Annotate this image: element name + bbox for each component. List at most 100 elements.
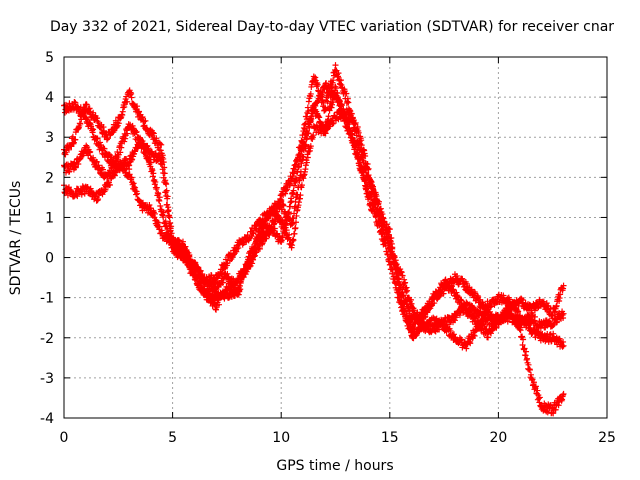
data-point [475,318,482,325]
data-point [290,237,297,244]
data-point [264,228,271,235]
data-point [399,272,406,279]
data-point [292,224,299,231]
data-point [83,101,90,108]
data-point [156,194,163,201]
data-point [330,77,337,84]
data-point [294,168,301,175]
data-point [485,334,492,341]
data-point [332,85,339,92]
data-point [94,158,101,165]
data-point [351,121,358,128]
data-point [554,318,561,325]
data-point [262,220,269,227]
y-tick-label: -1 [40,291,54,307]
data-point [343,90,350,97]
series-track-4 [61,83,567,341]
data-point [383,221,390,228]
data-point [72,136,79,143]
data-point [153,135,160,142]
data-point [99,166,106,173]
data-point [536,394,543,401]
plot-frame [63,56,608,419]
data-point [471,332,478,339]
x-tick-label: 0 [60,430,69,446]
data-point [467,307,474,314]
x-tick-label: 25 [598,430,616,446]
data-point [228,275,235,282]
data-point [149,167,156,174]
data-point [530,379,537,386]
data-point [156,223,163,230]
data-point [560,342,567,349]
data-point [106,181,113,188]
data-point [314,81,321,88]
data-point [183,252,190,259]
data-point [104,135,111,142]
data-point [134,190,141,197]
data-point [301,141,308,148]
data-point [160,209,167,216]
series-layer [61,62,567,417]
data-point [139,140,146,147]
data-point [90,109,97,116]
data-point [307,90,314,97]
data-point [493,324,500,331]
data-point [386,226,393,233]
data-point [152,179,159,186]
data-point [353,142,360,149]
data-point [431,300,438,307]
data-point [237,286,244,293]
y-tick-label: 1 [45,210,54,226]
data-point [325,113,332,120]
data-point [401,307,408,314]
data-point [531,313,538,320]
data-point [161,178,168,185]
data-point [306,124,313,131]
data-point [532,383,539,390]
data-point [297,156,304,163]
data-point [323,80,330,87]
data-point [372,214,379,221]
data-point [304,130,311,137]
data-point [242,271,249,278]
data-point [271,225,278,232]
data-point [138,136,145,143]
data-point [197,267,204,274]
data-point [72,164,79,171]
grid-layer [64,57,607,418]
data-point [364,161,371,168]
data-point [355,129,362,136]
data-point [351,137,358,144]
data-point [458,297,465,304]
data-point [396,286,403,293]
data-point [151,210,158,217]
data-point [473,313,480,320]
data-point [520,336,527,343]
data-point [279,234,286,241]
x-tick-label: 20 [489,430,507,446]
data-point [560,310,567,317]
data-point [157,147,164,154]
data-point [451,317,458,324]
data-point [279,217,286,224]
data-point [157,141,164,148]
data-point [153,184,160,191]
data-point [295,163,302,170]
data-point [297,192,304,199]
data-point [332,62,339,69]
data-point [254,237,261,244]
data-point [280,202,287,209]
data-point [155,190,162,197]
data-point [150,170,157,177]
data-point [391,252,398,259]
data-point [248,254,255,261]
data-point [377,211,384,218]
data-point [129,156,136,163]
data-point [384,251,391,258]
data-point [101,145,108,152]
data-point [291,170,298,177]
data-point [303,159,310,166]
data-point [95,196,102,203]
